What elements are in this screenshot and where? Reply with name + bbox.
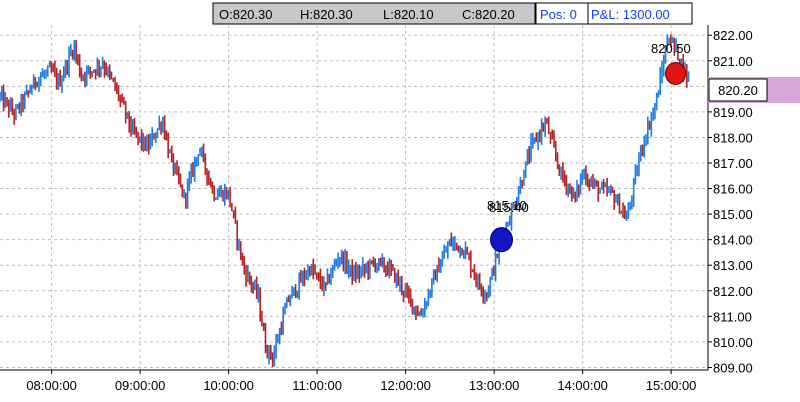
y-tick-label: 822.00 — [713, 28, 753, 43]
y-tick-label: 809.00 — [713, 360, 753, 375]
y-tick-label: 817.00 — [713, 156, 753, 171]
buy-marker — [490, 227, 513, 253]
y-tick-label: 810.00 — [713, 335, 753, 350]
ohlc-low: L:820.10 — [383, 7, 434, 22]
grid — [0, 25, 708, 370]
x-tick-label: 14:00:00 — [557, 378, 608, 393]
y-tick-label: 815.00 — [713, 207, 753, 222]
x-tick-label: 11:00:00 — [292, 378, 342, 393]
ohlc-header-bg — [212, 2, 536, 25]
y-tick-label: 813.00 — [713, 258, 753, 273]
buy-price-label-a: 815.10 — [487, 198, 527, 213]
last-price-box — [708, 78, 768, 102]
last-price-tag: 820.20 — [708, 77, 800, 103]
x-axis: 08:00:00 09:00:00 10:00:00 11:00:00 12:00:00… — [26, 370, 696, 393]
trade-markers: 815.10 815.40 820.50 — [487, 41, 691, 253]
x-tick-label: 13:00:00 — [469, 378, 520, 393]
y-tick-label: 819.00 — [713, 105, 753, 120]
position-value: Pos: 0 — [540, 7, 577, 22]
ohlc-close: C:820.20 — [462, 7, 515, 22]
y-tick-label: 814.00 — [713, 233, 753, 248]
ohlc-open: O:820.30 — [219, 7, 273, 22]
sell-price-label: 820.50 — [651, 41, 691, 56]
y-tick-label: 821.00 — [713, 54, 753, 69]
y-tick-label: 812.00 — [713, 284, 753, 299]
x-tick-label: 12:00:00 — [380, 378, 431, 393]
pnl-box — [587, 2, 693, 25]
pnl-value: P&L: 1300.00 — [591, 7, 670, 22]
y-axis: 809.00 810.00 811.00 812.00 813.00 814.00 815.… — [708, 28, 753, 375]
x-tick-label: 15:00:00 — [646, 378, 697, 393]
ohlc-header: O:820.30 H:820.30 L:820.10 C:820.20 Pos:… — [212, 2, 693, 25]
y-tick-label: 818.00 — [713, 130, 753, 145]
x-tick-label: 10:00:00 — [203, 378, 254, 393]
ohlc-high: H:820.30 — [300, 7, 353, 22]
y-tick-label: 811.00 — [713, 309, 752, 324]
x-tick-label: 08:00:00 — [26, 378, 77, 393]
y-tick-label: 816.00 — [713, 182, 753, 197]
last-price-label: 820.20 — [718, 83, 758, 98]
sell-marker — [665, 62, 687, 86]
price-bars — [0, 34, 690, 367]
x-tick-label: 09:00:00 — [115, 378, 166, 393]
buy-price-label-b: 815.40 — [489, 200, 529, 215]
